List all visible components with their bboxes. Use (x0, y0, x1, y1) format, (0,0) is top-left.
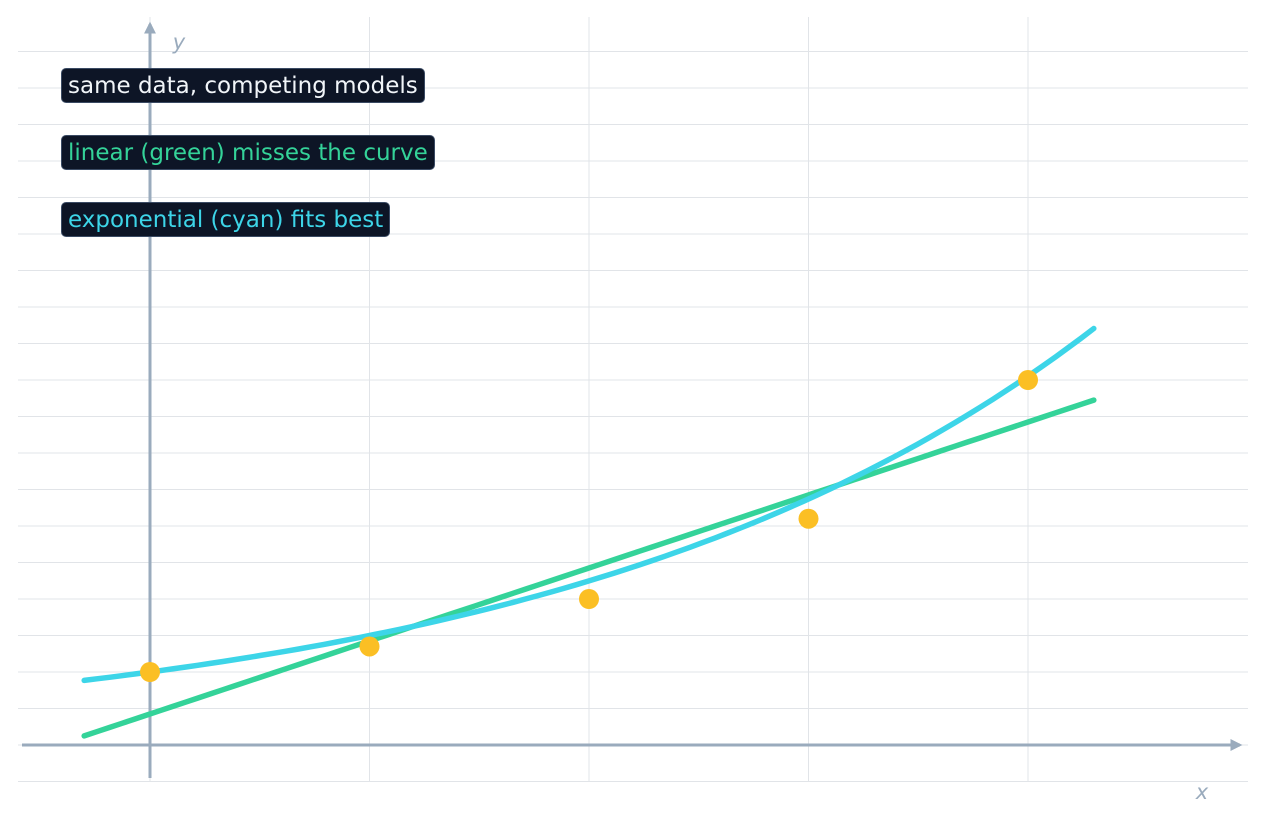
grid-lines (18, 17, 1248, 782)
data-point-4 (1018, 370, 1038, 390)
linear-fit-line (81, 397, 1097, 739)
data-point-3 (798, 508, 819, 529)
annotation-exponential-text: exponential (cyan) fits best (68, 207, 384, 233)
data-point-0 (140, 662, 160, 682)
y-axis-title: y (172, 30, 186, 54)
fit-lines (81, 325, 1097, 739)
annotation-linear-text: linear (green) misses the curve (68, 140, 428, 166)
annotation-title-text: same data, competing models (68, 73, 418, 99)
annotation-title: same data, competing models (61, 68, 425, 103)
exponential-fit-line (81, 325, 1097, 684)
axes: x y (22, 21, 1243, 804)
data-point-1 (359, 636, 380, 657)
data-points (140, 370, 1038, 682)
x-axis-title: x (1195, 780, 1209, 804)
data-point-2 (579, 589, 599, 609)
annotation-linear: linear (green) misses the curve (61, 135, 435, 170)
annotation-exponential: exponential (cyan) fits best (61, 202, 391, 237)
